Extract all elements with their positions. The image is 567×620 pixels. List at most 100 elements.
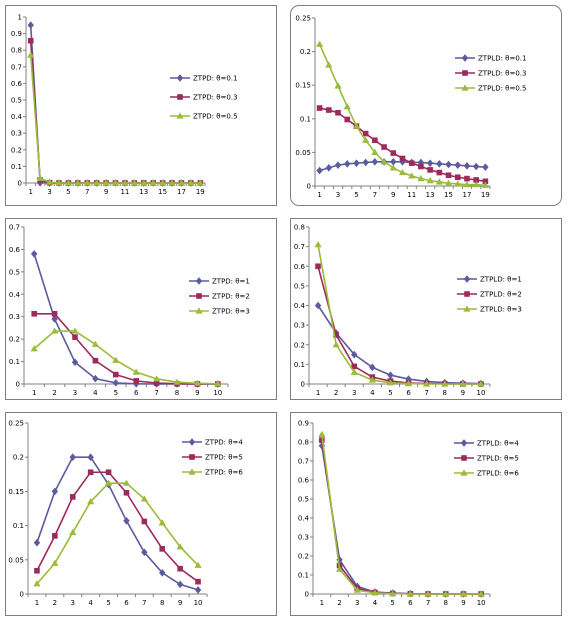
chart-panel-4: 0 0.1 0.2 0.3 0.4 0.5 0.6 0.7 0.8 1 2 3 4 5 6 7 8 9 10 ZTPL… xyxy=(290,218,562,400)
data-point-s1 xyxy=(472,162,480,171)
x-tick-label: 15 xyxy=(158,188,167,196)
legend-marker xyxy=(188,468,196,475)
data-point-s2 xyxy=(27,37,34,44)
y-tick-label: 0.9 xyxy=(11,30,22,38)
data-point-s1 xyxy=(71,358,79,367)
data-point-s2 xyxy=(390,150,397,156)
data-point-s3 xyxy=(386,379,395,386)
data-point-s2 xyxy=(326,107,332,113)
data-point-s3 xyxy=(368,376,376,383)
data-point-s2 xyxy=(399,155,406,162)
x-tick-label: 9 xyxy=(391,191,395,199)
data-point-s3 xyxy=(406,590,414,597)
data-point-s2 xyxy=(408,160,415,166)
y-tick-label: 0.2 xyxy=(13,454,24,462)
data-point-s3 xyxy=(112,356,120,363)
chart-svg-3: 0 0.1 0.2 0.3 0.4 0.5 0.6 0.7 1 2 3 4 5 6 7 8 9 10 ZTPD: θ… xyxy=(9,224,250,398)
data-point-s2 xyxy=(482,178,489,185)
data-point-s2 xyxy=(427,167,433,173)
data-point-s1 xyxy=(387,371,394,379)
data-point-s1 xyxy=(92,374,99,383)
y-tick-label: 0.1 xyxy=(13,522,24,530)
data-point-s2 xyxy=(177,565,183,572)
legend-label: ZTPD: θ=0.3 xyxy=(193,94,238,102)
data-point-s1 xyxy=(454,161,461,169)
x-tick-label: 19 xyxy=(196,188,205,196)
data-point-s3 xyxy=(55,179,63,186)
x-tick-label: 5 xyxy=(66,188,70,196)
x-tick-label: 9 xyxy=(195,389,199,397)
series-line-3 xyxy=(36,482,199,585)
series-line-3 xyxy=(33,330,218,385)
data-point-s3 xyxy=(140,495,148,502)
data-point-s2 xyxy=(454,174,461,181)
legend-label: ZTPLD: θ=1 xyxy=(480,276,522,284)
legend-marker xyxy=(196,293,202,299)
x-tick-label: 6 xyxy=(134,389,139,397)
data-point-s2 xyxy=(72,334,78,340)
x-tick-label: 3 xyxy=(355,599,359,607)
data-point-s3 xyxy=(74,179,82,186)
x-tick-label: 1 xyxy=(316,389,320,397)
data-point-s1 xyxy=(426,159,434,167)
y-tick-label: 0 xyxy=(18,180,22,188)
legend-marker xyxy=(460,439,468,447)
series-line-3 xyxy=(317,244,481,385)
x-tick-label: 9 xyxy=(461,389,465,397)
data-point-s1 xyxy=(362,158,369,167)
data-point-s2 xyxy=(316,105,323,111)
legend-marker xyxy=(176,112,184,119)
data-point-s3 xyxy=(481,181,489,188)
data-point-s2 xyxy=(333,332,339,338)
data-point-s3 xyxy=(362,136,370,143)
x-tick-label: 19 xyxy=(481,191,490,199)
y-tick-label: 0.1 xyxy=(9,358,20,366)
x-tick-label: 2 xyxy=(52,389,56,397)
legend-marker xyxy=(462,70,468,76)
data-point-s2 xyxy=(92,357,99,364)
x-tick-label: 9 xyxy=(178,599,182,607)
y-tick-label: 0.9 xyxy=(298,420,309,428)
legend-label: ZTPD: θ=3 xyxy=(212,308,250,316)
x-tick-label: 10 xyxy=(477,599,486,607)
data-point-s3 xyxy=(102,179,110,186)
data-point-s3 xyxy=(477,590,485,597)
data-point-s3 xyxy=(343,103,351,110)
x-tick-label: 8 xyxy=(160,599,164,607)
data-point-s2 xyxy=(436,169,443,176)
x-tick-label: 3 xyxy=(336,191,340,199)
y-tick-label: 0.2 xyxy=(300,48,311,56)
data-point-s3 xyxy=(122,479,131,486)
x-tick-label: 5 xyxy=(114,389,118,397)
y-tick-label: 0.1 xyxy=(294,361,305,369)
data-point-s3 xyxy=(187,179,195,186)
y-tick-label: 0.15 xyxy=(8,488,24,496)
legend-label: ZTPLD: θ=0.3 xyxy=(478,70,526,78)
data-point-s1 xyxy=(399,158,406,166)
x-tick-label: 1 xyxy=(28,188,32,196)
y-tick-label: 0 xyxy=(301,381,305,389)
data-point-s3 xyxy=(350,368,358,375)
y-tick-label: 0.1 xyxy=(300,115,311,123)
data-point-s3 xyxy=(87,498,95,505)
data-point-s3 xyxy=(91,340,99,347)
x-tick-label: 6 xyxy=(124,599,129,607)
data-point-s3 xyxy=(454,180,462,187)
data-point-s1 xyxy=(316,166,323,175)
data-point-s3 xyxy=(389,590,397,597)
data-point-s1 xyxy=(344,160,351,168)
data-point-s2 xyxy=(315,263,321,270)
x-tick-label: 6 xyxy=(406,389,411,397)
legend-marker xyxy=(461,455,467,461)
data-point-s3 xyxy=(104,479,113,486)
data-point-s3 xyxy=(459,380,467,387)
data-point-s3 xyxy=(159,179,167,186)
data-point-s3 xyxy=(371,148,379,155)
data-point-s3 xyxy=(153,375,161,382)
data-point-s3 xyxy=(130,179,138,186)
y-tick-label: 0.7 xyxy=(294,243,305,251)
data-point-s1 xyxy=(390,158,397,166)
x-tick-label: 3 xyxy=(47,188,51,196)
y-tick-label: 0.3 xyxy=(298,534,309,542)
chart-svg-6: 0 0.1 0.2 0.3 0.4 0.5 0.6 0.7 0.8 0.9 1 2 3 4 5 6 7 8 9 10 Z… xyxy=(298,420,519,608)
